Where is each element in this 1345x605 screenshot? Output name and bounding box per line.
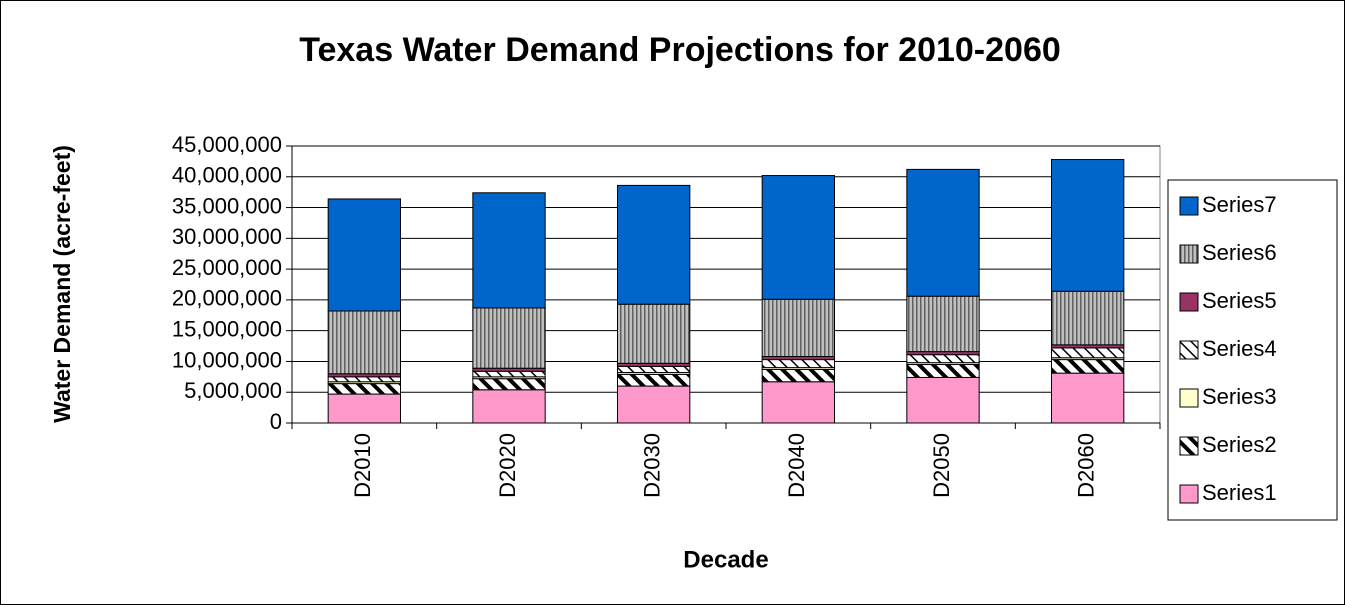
bar-segment bbox=[472, 378, 546, 391]
legend-swatch bbox=[1179, 292, 1199, 312]
legend-swatch bbox=[1179, 196, 1199, 216]
bar-segment bbox=[761, 298, 836, 358]
x-tick-label: D2040 bbox=[784, 433, 809, 498]
bar-segment bbox=[1051, 347, 1125, 359]
bar-segment bbox=[1051, 159, 1125, 292]
bar-segment bbox=[327, 198, 401, 312]
x-axis-title: Decade bbox=[683, 546, 768, 573]
legend-swatch bbox=[1179, 388, 1199, 408]
legend-label: Series1 bbox=[1202, 480, 1277, 505]
legend-swatch bbox=[1179, 436, 1199, 456]
legend-label: Series4 bbox=[1202, 336, 1277, 361]
y-tick-label: 20,000,000 bbox=[172, 286, 282, 311]
bar-segment bbox=[472, 370, 546, 378]
bar-segment bbox=[327, 383, 401, 395]
y-axis-title: Water Demand (acre-feet) bbox=[49, 145, 75, 423]
y-tick-label: 45,000,000 bbox=[172, 132, 282, 157]
bar-segment bbox=[472, 389, 546, 424]
bar-segment bbox=[327, 310, 401, 375]
legend-label: Series3 bbox=[1202, 384, 1277, 409]
bar-segment bbox=[906, 364, 980, 378]
bar-segment bbox=[1051, 359, 1125, 374]
bar-segment bbox=[617, 365, 691, 374]
bar-segment bbox=[906, 295, 980, 353]
x-tick-label: D2010 bbox=[350, 433, 375, 498]
bar-segment bbox=[472, 192, 546, 309]
legend-label: Series6 bbox=[1202, 240, 1277, 265]
x-tick-label: D2020 bbox=[495, 433, 520, 498]
bar-segment bbox=[761, 175, 836, 300]
bar-segment bbox=[617, 303, 691, 364]
bar-segment bbox=[617, 373, 691, 387]
legend-swatch bbox=[1179, 484, 1199, 504]
y-tick-label: 40,000,000 bbox=[172, 163, 282, 188]
bar-segment bbox=[1051, 372, 1125, 424]
bar-segment bbox=[617, 385, 691, 424]
y-tick-label: 35,000,000 bbox=[172, 193, 282, 218]
bar-segment bbox=[327, 393, 401, 424]
bar-segment bbox=[327, 376, 401, 383]
bar-segment bbox=[906, 354, 980, 364]
y-tick-label: 5,000,000 bbox=[184, 378, 282, 403]
y-tick-label: 25,000,000 bbox=[172, 255, 282, 280]
x-tick-label: D2060 bbox=[1073, 433, 1098, 498]
legend-swatch bbox=[1179, 340, 1199, 360]
y-tick-label: 15,000,000 bbox=[172, 316, 282, 341]
legend-label: Series2 bbox=[1202, 432, 1277, 457]
y-tick-label: 30,000,000 bbox=[172, 224, 282, 249]
plot-area bbox=[291, 145, 1161, 424]
bar-segment bbox=[617, 184, 691, 305]
legend-swatch bbox=[1179, 244, 1199, 264]
y-tick-label: 0 bbox=[270, 409, 282, 434]
legend-label: Series5 bbox=[1202, 288, 1277, 313]
bar-segment bbox=[906, 168, 980, 297]
bar-segment bbox=[906, 376, 980, 424]
bar-segment bbox=[1051, 290, 1125, 346]
bar-segment bbox=[761, 359, 836, 369]
bar-segment bbox=[472, 307, 546, 369]
x-tick-label: D2030 bbox=[639, 433, 664, 498]
x-tick-label: D2050 bbox=[929, 433, 954, 498]
legend-label: Series7 bbox=[1202, 192, 1277, 217]
bar-segment bbox=[761, 381, 836, 424]
bar-segment bbox=[761, 368, 836, 383]
chart-title: Texas Water Demand Projections for 2010-… bbox=[299, 31, 1061, 69]
y-tick-label: 10,000,000 bbox=[172, 347, 282, 372]
